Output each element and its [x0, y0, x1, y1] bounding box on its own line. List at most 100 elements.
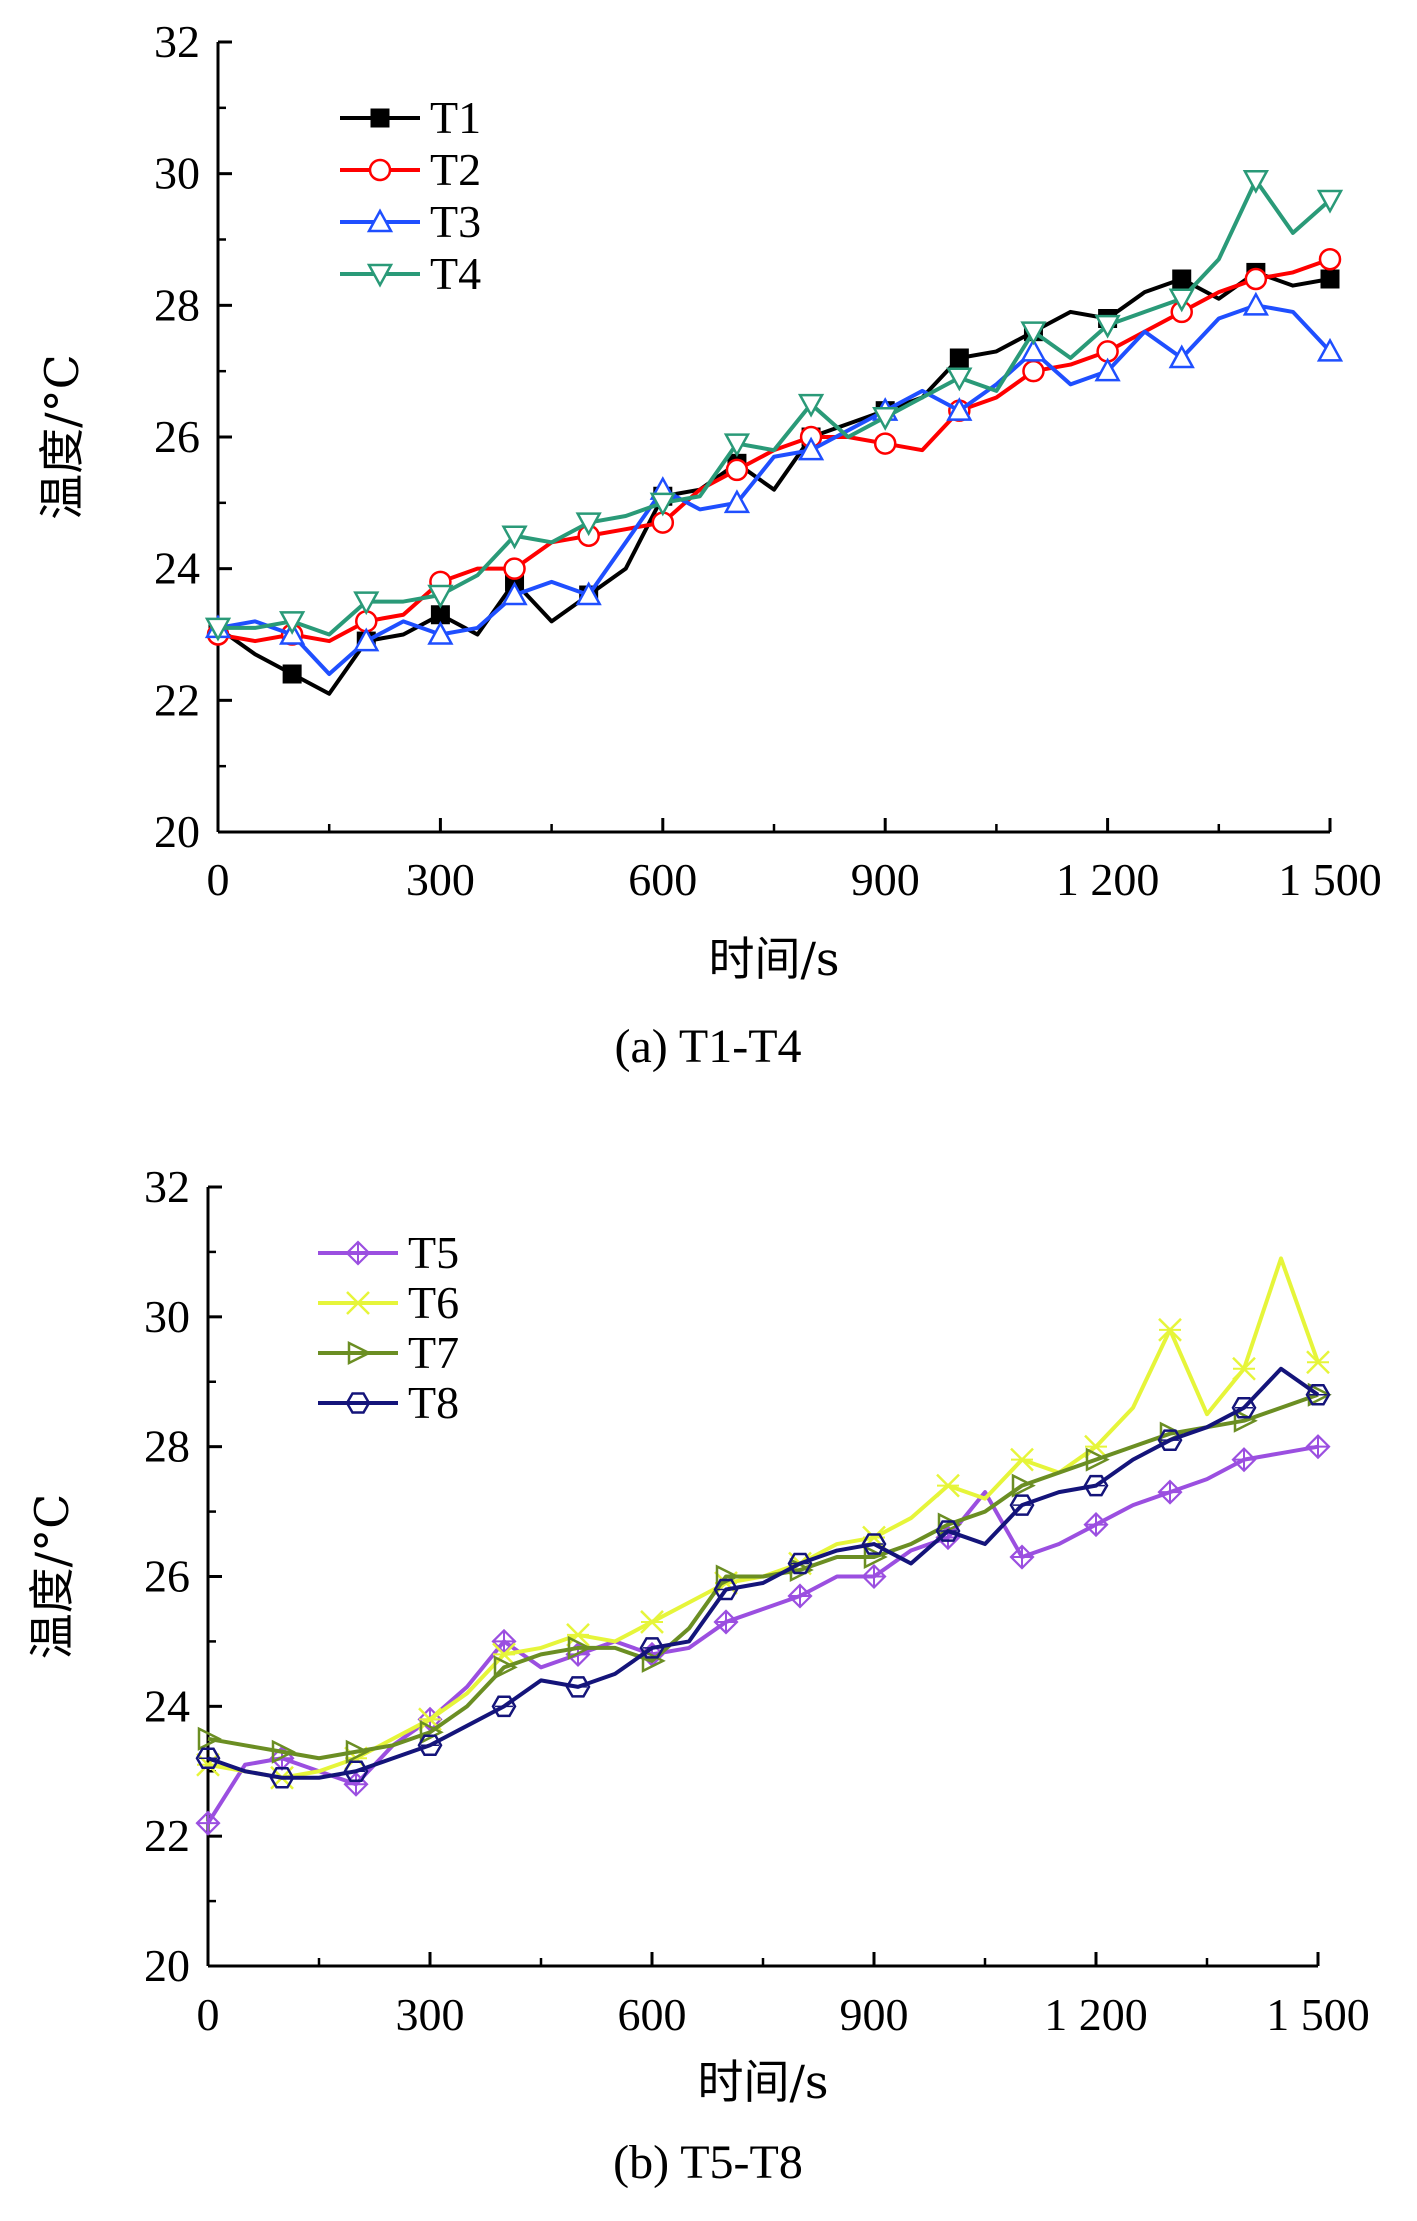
- legend-marker: [346, 1291, 370, 1315]
- chart-b: (b) T5-T8 20 22 24 26 28 30 32 0 300 600 900 1 200 1…: [25, 1161, 1370, 2189]
- point-T8: [417, 1734, 443, 1757]
- point-T5: [343, 1771, 369, 1797]
- x-tick-label: 1 200: [1056, 854, 1160, 905]
- point-T6: [566, 1623, 590, 1647]
- point-T4: [1316, 189, 1344, 214]
- point-T3: [501, 581, 528, 606]
- point-T8: [861, 1533, 887, 1555]
- point-T1: [949, 348, 969, 368]
- legend-label: T3: [430, 196, 481, 247]
- point-T6: [1306, 1350, 1330, 1375]
- legend-label: T1: [430, 92, 481, 143]
- point-T3: [575, 581, 602, 606]
- point-T8: [565, 1676, 591, 1698]
- point-T7: [1011, 1473, 1036, 1498]
- legend-marker: [345, 1240, 371, 1266]
- point-T4: [427, 584, 454, 609]
- point-T8: [787, 1552, 813, 1575]
- point-T4: [1094, 314, 1121, 339]
- point-T2: [1022, 359, 1045, 383]
- legend-marker: [366, 208, 394, 233]
- point-T4: [1168, 288, 1195, 313]
- y-tick-label: 26: [154, 411, 200, 462]
- point-T6: [1084, 1434, 1108, 1459]
- point-T7: [345, 1739, 370, 1764]
- point-T4: [501, 525, 528, 550]
- legend-marker: [370, 108, 390, 128]
- y-tick-label: 20: [154, 806, 200, 857]
- point-T6: [936, 1473, 960, 1498]
- point-T3: [946, 397, 973, 421]
- series-line-T6: [207, 1256, 1320, 1780]
- point-T8: [1009, 1494, 1035, 1516]
- point-T8: [1157, 1429, 1183, 1451]
- legend-item-T8: T8: [318, 1377, 459, 1428]
- point-T8: [1083, 1474, 1109, 1497]
- y-tick-label: 26: [144, 1551, 190, 1602]
- x-tick-label: 900: [851, 854, 920, 905]
- y-tick-label: 28: [154, 279, 200, 330]
- point-T2: [873, 432, 897, 455]
- point-T7: [1233, 1408, 1258, 1433]
- point-T7: [493, 1655, 518, 1680]
- legend-item-T1: T1: [340, 92, 481, 143]
- y-tick-label: 32: [144, 1161, 190, 1212]
- point-T8: [1305, 1383, 1331, 1406]
- point-T8: [195, 1747, 221, 1770]
- point-T5: [1009, 1544, 1035, 1570]
- x-tick-label: 300: [406, 854, 475, 905]
- legend-label: T4: [430, 248, 481, 299]
- point-T8: [343, 1760, 369, 1783]
- point-T4: [649, 492, 676, 517]
- point-T5: [195, 1810, 221, 1836]
- y-tick-label: 30: [154, 148, 200, 199]
- point-T5: [861, 1563, 887, 1590]
- point-T6: [640, 1610, 664, 1634]
- point-T7: [567, 1635, 592, 1660]
- series-line-T7: [207, 1392, 1319, 1761]
- y-tick-label: 24: [154, 543, 200, 594]
- point-T4: [723, 433, 751, 458]
- point-T4: [1242, 170, 1269, 194]
- x-tick-label: 1 500: [1266, 1989, 1370, 2040]
- series-line-T1: [216, 270, 1331, 696]
- point-T3: [723, 489, 751, 514]
- point-T1: [1320, 269, 1340, 289]
- axes: 20 22 24 26 28 30 32 0 300 600 900 1 200 1 500: [144, 1161, 1370, 2040]
- point-T5: [1157, 1479, 1183, 1505]
- point-T5: [1083, 1512, 1109, 1538]
- x-tick-label: 0: [197, 1989, 220, 2040]
- axes: 20 22 24 26 28 30 32 0 300 600 900 1 200 1 500: [154, 16, 1382, 905]
- chart-a: (a) T1-T4 20 22 24 26 28 30 32 0 300 600 900 1 200 1…: [35, 16, 1382, 1073]
- y-tick-label: 30: [144, 1291, 190, 1342]
- y-tick-label: 32: [154, 16, 200, 67]
- legend-label: T8: [408, 1377, 459, 1428]
- point-T5: [1305, 1434, 1331, 1460]
- point-T5: [713, 1609, 739, 1635]
- legend-item-T4: T4: [340, 248, 481, 299]
- y-axis-title: 温度/°C: [35, 354, 89, 520]
- point-T3: [797, 436, 825, 461]
- y-tick-label: 22: [144, 1810, 190, 1861]
- point-T2: [1244, 267, 1268, 291]
- caption-b: (b) T5-T8: [613, 2136, 803, 2189]
- point-T8: [491, 1695, 517, 1718]
- point-T4: [279, 611, 306, 635]
- series-line-T3: [217, 303, 1332, 676]
- y-axis-title: 温度/°C: [25, 1494, 79, 1660]
- point-T7: [715, 1564, 740, 1589]
- series-line-T8: [207, 1366, 1320, 1780]
- point-T5: [787, 1583, 813, 1609]
- x-axis-title: 时间/s: [697, 2055, 828, 2109]
- series-T4: [204, 170, 1344, 642]
- point-T4: [575, 512, 602, 537]
- point-T8: [713, 1578, 739, 1601]
- point-T3: [427, 620, 454, 645]
- legend-label: T6: [408, 1277, 459, 1328]
- point-T8: [269, 1766, 295, 1789]
- point-T7: [641, 1648, 666, 1673]
- point-T4: [797, 393, 825, 418]
